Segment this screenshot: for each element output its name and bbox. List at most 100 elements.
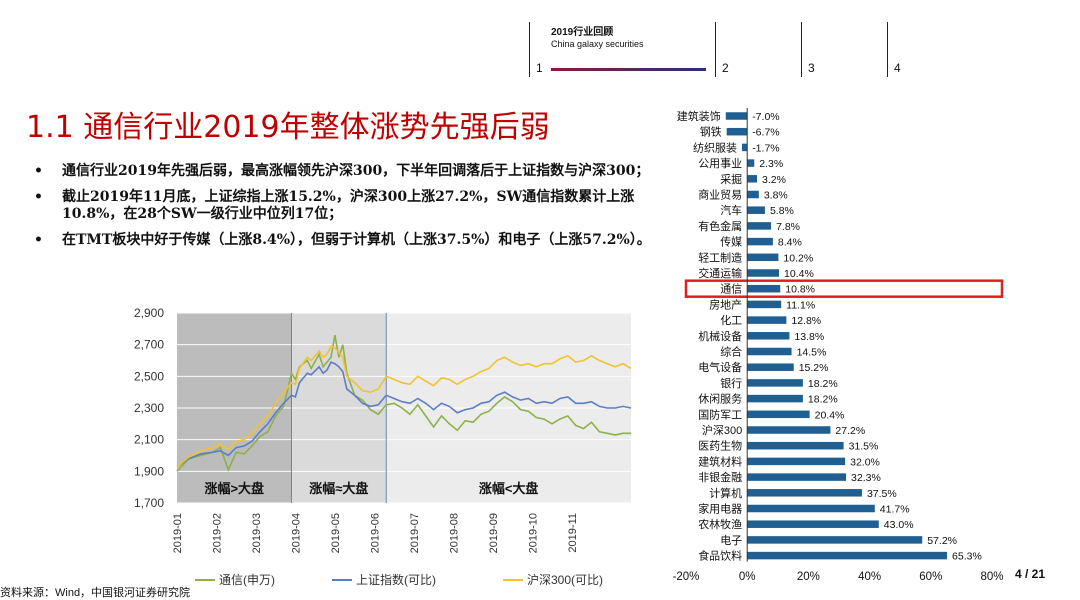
value-label: 13.8% <box>794 331 824 343</box>
phase-label: 涨幅≈大盘 <box>308 481 368 496</box>
value-label: 3.8% <box>764 190 788 202</box>
bar <box>747 520 879 528</box>
value-label: 15.2% <box>799 362 829 374</box>
category-label: 采掘 <box>720 172 742 186</box>
category-label: 电气设备 <box>698 360 742 374</box>
category-label: 房地产 <box>709 297 742 311</box>
nav-divider <box>715 22 716 77</box>
value-label: 5.8% <box>770 205 794 217</box>
y-tick-label: 2,900 <box>134 306 164 320</box>
bar <box>747 175 757 183</box>
bar <box>747 300 782 309</box>
bar <box>747 206 765 214</box>
category-label: 传媒 <box>720 236 742 249</box>
bar <box>747 347 792 356</box>
page-title: 1.1 通信行业2019年整体涨势先强后弱 <box>26 110 550 145</box>
nav-divider <box>529 22 530 77</box>
x-tick-label: 60% <box>919 571 942 583</box>
value-label: 18.2% <box>808 378 838 390</box>
nav-subtitle: China galaxy securities <box>551 39 644 49</box>
value-label: 65.3% <box>952 551 982 563</box>
nav-section-3[interactable]: 3 <box>808 61 815 75</box>
value-label: 41.7% <box>880 504 910 516</box>
bullet-marker: • <box>34 163 43 179</box>
bullet-text: 通信行业2019年先强后弱，最高涨幅领先沪深300，下半年回调落后于上证指数与沪… <box>62 163 650 179</box>
category-label: 休闲服务 <box>698 392 742 406</box>
bullet-item: • 通信行业2019年先强后弱，最高涨幅领先沪深300，下半年回调落后于上证指数与… <box>32 163 662 180</box>
nav-section-2[interactable]: 2 <box>722 61 729 75</box>
bar <box>747 190 759 199</box>
bar <box>747 489 862 497</box>
series-line <box>176 345 632 468</box>
phase-label: 涨幅<大盘 <box>478 481 539 496</box>
y-tick-label: 2,300 <box>134 401 164 415</box>
x-tick-label: -20% <box>673 571 700 583</box>
nav-title: 2019行业回顾 <box>551 27 614 38</box>
x-tick-label: 2019-02 <box>211 513 223 553</box>
category-label: 沪深300 <box>702 423 742 437</box>
x-tick-label: 2019-07 <box>409 513 421 553</box>
value-label: 43.0% <box>884 519 914 531</box>
bar <box>747 410 810 419</box>
category-label: 农林牧渔 <box>698 517 742 531</box>
value-label: 57.2% <box>927 535 957 547</box>
value-label: 3.2% <box>762 174 786 186</box>
nav-section-1[interactable]: 1 <box>536 61 543 75</box>
bar <box>747 222 772 230</box>
value-label: 2.3% <box>759 158 783 170</box>
bar <box>747 457 846 466</box>
value-label: 10.4% <box>784 268 814 280</box>
x-tick-label: 2019-06 <box>369 513 381 553</box>
bar <box>747 159 755 167</box>
category-label: 非银金融 <box>698 470 742 484</box>
category-label: 商业贸易 <box>698 188 742 202</box>
legend-label: 沪深300(可比) <box>527 573 603 587</box>
bar <box>747 237 773 246</box>
nav-progress-bar <box>551 68 706 71</box>
bar <box>747 316 787 324</box>
value-label: 8.4% <box>778 237 802 249</box>
category-label: 建筑材料 <box>698 454 742 468</box>
y-tick-label: 2,500 <box>134 369 164 383</box>
bar-chart: 建筑装饰 -7.0% 钢铁 -6.7% 纺织服装 -1.7% 公用事业 2.3% 采掘 3.2% 商… <box>673 108 1004 583</box>
bar <box>747 332 790 340</box>
category-label: 建筑装饰 <box>677 109 721 123</box>
category-label: 家用电器 <box>698 502 742 516</box>
value-label: 10.8% <box>785 284 815 296</box>
bar <box>747 284 781 293</box>
x-tick-label: 2019-08 <box>448 513 460 553</box>
value-label: 12.8% <box>791 315 821 327</box>
bar <box>725 112 748 120</box>
category-label: 有色金属 <box>698 219 742 233</box>
legend-label: 上证指数(可比) <box>356 572 436 587</box>
bullet-item: • 截止2019年11月底，上证综指上涨15.2%，沪深300上涨27.2%，SW… <box>32 189 662 223</box>
y-tick-label: 2,100 <box>134 433 164 447</box>
value-label: 7.8% <box>776 221 800 233</box>
value-label: 37.5% <box>867 488 897 500</box>
bar <box>747 536 923 544</box>
value-label: 18.2% <box>808 394 838 406</box>
category-label: 国防军工 <box>698 407 742 421</box>
bar <box>747 551 948 560</box>
value-label: 10.2% <box>783 252 813 264</box>
category-label: 公用事业 <box>698 157 742 170</box>
category-label: 计算机 <box>709 486 742 500</box>
nav-section-4[interactable]: 4 <box>894 61 901 75</box>
x-tick-label: 2019-09 <box>488 513 500 553</box>
value-label: -7.0% <box>752 111 779 123</box>
y-tick-label: 1,900 <box>134 464 164 478</box>
value-label: -6.7% <box>752 127 779 139</box>
x-tick-label: 2019-01 <box>172 513 184 553</box>
category-label: 轻工制造 <box>698 250 742 264</box>
nav-divider <box>801 22 802 77</box>
nav-divider <box>887 22 888 77</box>
phase-label: 涨幅>大盘 <box>203 481 264 496</box>
category-label: 化工 <box>720 313 742 327</box>
bar <box>747 473 847 481</box>
bullet-item: • 在TMT板块中好于传媒（上涨8.4%），但弱于计算机（上涨37.5%）和电子（… <box>32 232 662 249</box>
value-label: 20.4% <box>815 409 845 421</box>
bar <box>747 379 803 387</box>
bar <box>747 426 831 434</box>
bar <box>747 269 780 277</box>
x-tick-label: 80% <box>980 571 1003 583</box>
